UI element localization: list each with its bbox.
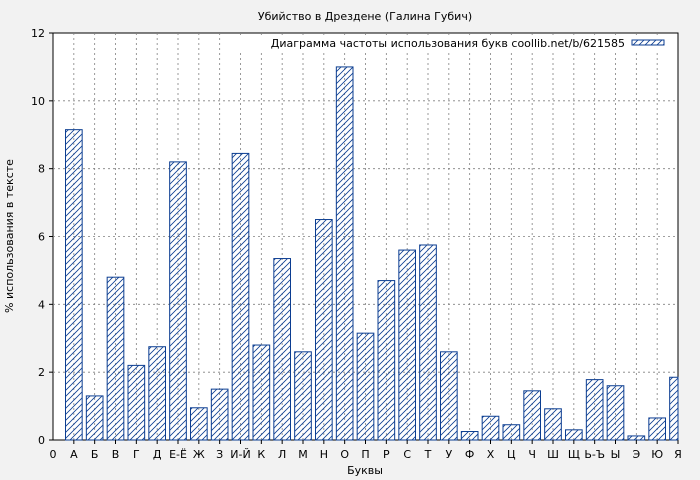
x-tick-label: С: [403, 448, 411, 461]
bar-20: [460, 431, 479, 441]
x-tick-label: Ь-Ъ: [584, 448, 605, 461]
x-tick-label: Б: [91, 448, 99, 461]
x-tick-label: Е-Ё: [169, 448, 187, 461]
x-tick-label: Ч: [528, 448, 536, 461]
y-tick-label: 12: [31, 27, 45, 40]
bar-19: [440, 351, 458, 441]
y-tick-label: 0: [38, 434, 45, 447]
bar-3: [106, 276, 125, 441]
x-tick-label: Л: [278, 448, 286, 461]
x-tick-label: Ж: [193, 448, 205, 461]
x-tick-label: Г: [133, 448, 140, 461]
bar-7: [190, 407, 208, 441]
x-tick-label-origin: 0: [50, 448, 57, 461]
x-tick-label: О: [340, 448, 349, 461]
y-tick-label: 10: [31, 95, 45, 108]
bar-18: [419, 244, 437, 441]
x-tick-label: М: [298, 448, 308, 461]
x-tick-label: А: [70, 448, 78, 461]
x-tick-label: Щ: [568, 448, 580, 461]
x-tick-label: Ш: [547, 448, 559, 461]
bar-21: [481, 415, 500, 441]
y-tick-label: 6: [38, 231, 45, 244]
bar-17: [398, 249, 417, 441]
bar-15: [356, 332, 375, 441]
legend-swatch: [631, 39, 665, 46]
y-tick-label: 4: [38, 298, 45, 311]
bar-23: [523, 390, 541, 441]
bar-28: [627, 435, 646, 441]
x-tick-label: Э: [632, 448, 640, 461]
x-tick-label: Ц: [507, 448, 516, 461]
bar-6: [169, 161, 187, 441]
legend: Диаграмма частоты использования букв coo…: [240, 35, 674, 51]
x-tick-label: Х: [487, 448, 495, 461]
x-tick-label: З: [216, 448, 223, 461]
bar-22: [502, 424, 521, 441]
x-tick-label: Я: [674, 448, 682, 461]
x-tick-label: Ф: [465, 448, 474, 461]
x-tick-label: Т: [424, 448, 432, 461]
legend-box: [240, 35, 674, 51]
x-tick-label: И-Й: [230, 448, 250, 461]
x-tick-label: У: [445, 448, 452, 461]
bar-1: [65, 129, 83, 441]
bar-25: [565, 429, 583, 441]
bar-14: [335, 66, 354, 441]
bar-26: [585, 379, 604, 441]
bar-13: [315, 219, 333, 441]
bar-8: [210, 388, 229, 441]
chart-title: Убийство в Дрездене (Галина Губич): [258, 10, 472, 23]
x-tick-label: Н: [320, 448, 328, 461]
bar-12: [294, 351, 312, 441]
y-axis-title: % использования в тексте: [3, 159, 16, 313]
x-tick-label: Р: [383, 448, 390, 461]
x-tick-label: К: [257, 448, 265, 461]
x-tick-label: Д: [153, 448, 162, 461]
legend-label: Диаграмма частоты использования букв coo…: [271, 37, 625, 50]
bars: [65, 66, 679, 441]
x-tick-label: П: [361, 448, 369, 461]
bar-30: [669, 376, 679, 441]
bar-5: [148, 346, 166, 441]
x-tick-label: В: [112, 448, 120, 461]
x-tick-label: Ю: [651, 448, 663, 461]
bar-4: [127, 364, 146, 441]
y-tick-label: 8: [38, 163, 45, 176]
x-axis-title: Буквы: [347, 464, 383, 477]
bar-27: [606, 385, 625, 441]
bar-9: [231, 152, 250, 441]
bar-29: [648, 417, 666, 441]
bar-24: [544, 408, 562, 441]
y-tick-label: 2: [38, 366, 45, 379]
bar-2: [85, 395, 104, 441]
bar-11: [273, 258, 292, 441]
bar-10: [252, 344, 271, 441]
grid-lines: [53, 33, 678, 440]
bar-16: [377, 280, 396, 441]
x-tick-label: Ы: [611, 448, 621, 461]
